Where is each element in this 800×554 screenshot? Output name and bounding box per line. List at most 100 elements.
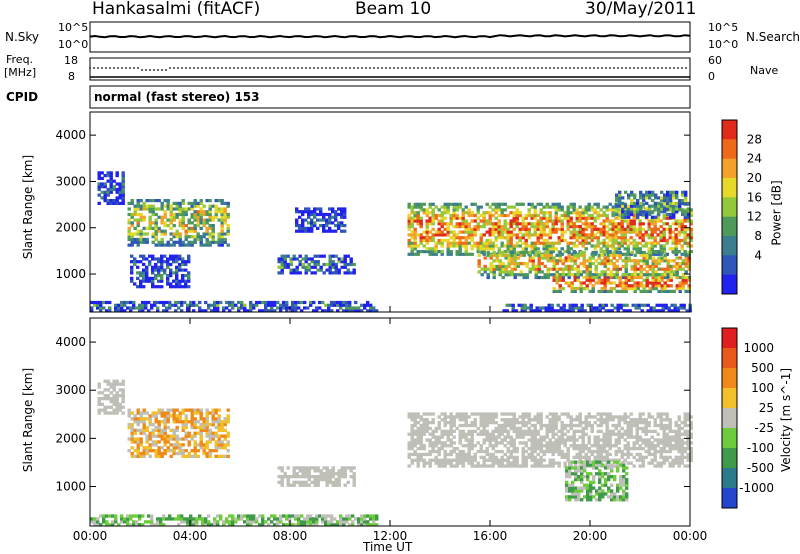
frequency-point [393,67,395,69]
echo-cell [683,449,687,454]
echo-cell [587,225,591,229]
echo-cell [181,437,185,441]
frequency-point [657,67,659,69]
echo-cell [537,259,541,263]
echo-cell [618,190,622,194]
echo-cell [683,412,687,416]
echo-cell [166,240,170,244]
echo-cell [283,262,287,267]
echo-cell [132,303,136,307]
echo-cell [494,435,498,439]
echo-cell [258,309,262,313]
echo-cell [193,420,197,424]
echo-cell [500,241,504,245]
echo-cell [509,230,513,234]
echo-cell [319,224,323,228]
echo-cell [515,458,519,462]
echo-cell [130,446,134,450]
echo-cell [572,230,576,234]
echo-cell [163,451,167,456]
echo-cell [115,411,119,415]
echo-cell [491,230,495,234]
echo-cell [169,454,173,458]
echo-cell [106,179,110,183]
echo-cell [578,464,582,468]
echo-cell [512,426,516,431]
echo-cell [310,265,314,269]
echo-cell [145,265,149,269]
echo-cell [220,235,224,239]
echo-cell [536,236,540,240]
frequency-point [585,67,587,69]
echo-cell [413,449,417,454]
echo-cell [573,273,577,277]
echo-cell [584,208,588,212]
echo-cell [479,219,483,223]
echo-cell [413,429,417,433]
echo-cell [458,418,462,422]
echo-cell [630,275,634,280]
echo-cell [599,412,603,416]
echo-cell [534,270,538,274]
echo-cell [489,264,493,268]
echo-cell [593,435,597,439]
echo-cell [552,267,556,271]
echo-cell [479,225,483,229]
echo-cell [226,431,230,435]
echo-cell [596,438,600,442]
echo-cell [139,437,143,441]
echo-cell [556,303,560,307]
echo-cell [560,452,564,457]
echo-cell [145,440,149,444]
echo-cell [656,461,660,465]
echo-cell [626,441,630,445]
echo-cell [100,402,104,406]
echo-cell [575,208,579,212]
echo-cell [584,219,588,223]
frequency-point [449,67,451,69]
echo-cell [656,444,660,448]
echo-cell [130,279,134,283]
echo-cell [677,444,681,448]
echo-cell [581,455,585,459]
echo-cell [597,289,601,293]
echo-cell [599,447,603,451]
echo-cell [654,215,658,219]
echo-cell [289,268,293,272]
echo-cell [680,452,684,457]
echo-cell [524,244,528,248]
echo-cell [328,472,332,476]
echo-cell [157,240,161,244]
echo-cell [645,190,649,194]
echo-cell [178,221,182,225]
echo-cell [181,411,185,415]
echo-cell [587,423,591,428]
echo-cell [220,423,224,427]
echo-cell [512,429,516,433]
echo-cell [580,309,584,313]
echo-cell [467,222,471,226]
echo-cell [452,244,456,248]
echo-cell [452,441,456,445]
echo-cell [437,447,441,451]
echo-cell [485,447,489,451]
echo-cell [608,438,612,442]
echo-cell [172,201,176,205]
echo-cell [220,240,224,244]
echo-cell [129,306,133,310]
echo-cell [650,447,654,451]
echo-cell [497,441,501,445]
echo-cell [485,219,489,223]
echo-cell [214,408,218,412]
echo-cell [319,265,323,269]
echo-cell [674,222,678,226]
echo-cell [166,420,170,424]
echo-cell [593,455,597,459]
echo-cell [485,421,489,425]
echo-cell [328,475,332,479]
echo-cell [653,208,657,212]
echo-cell [458,216,462,220]
echo-cell [313,483,317,487]
echo-cell [605,464,609,468]
echo-cell [452,429,456,433]
